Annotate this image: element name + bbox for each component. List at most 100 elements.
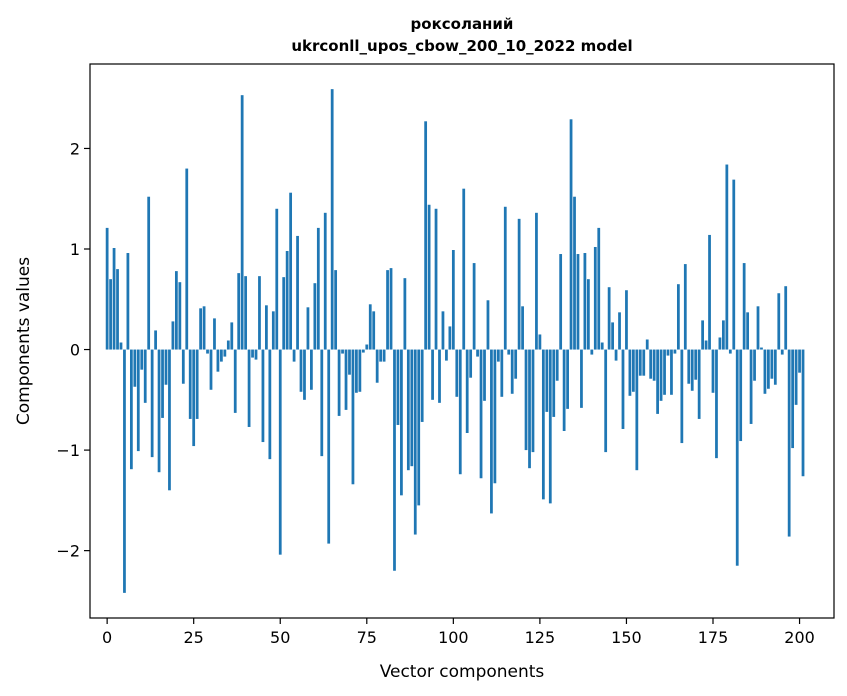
- bar-46: [265, 305, 268, 350]
- bar-60: [313, 283, 317, 350]
- bar-81: [386, 270, 389, 350]
- bar-138: [583, 253, 587, 350]
- bar-92: [424, 121, 428, 350]
- chart-title: роксоланий: [411, 15, 514, 33]
- bar-24: [188, 349, 192, 419]
- x-axis-label: Vector components: [380, 662, 545, 682]
- bar-174: [708, 234, 711, 350]
- chart-subtitle: ukrconll_upos_cbow_200_10_2022 model: [291, 37, 632, 55]
- bar-71: [351, 349, 355, 485]
- bar-188: [756, 306, 760, 350]
- bar-159: [656, 349, 659, 414]
- bar-131: [559, 254, 563, 350]
- bar-14: [154, 330, 157, 350]
- bar-61: [316, 227, 320, 350]
- bar-128: [548, 349, 552, 504]
- bar-135: [573, 196, 576, 350]
- bar-63: [323, 212, 327, 350]
- bar-168: [687, 349, 691, 384]
- bar-134: [569, 119, 573, 350]
- bar-22: [181, 349, 185, 384]
- y-tick-label: −2: [56, 542, 80, 561]
- bar-70: [348, 349, 351, 375]
- bar-62: [320, 349, 324, 457]
- bar-153: [635, 349, 639, 471]
- bar-18: [168, 349, 171, 491]
- bar-122: [528, 349, 531, 469]
- bar-66: [334, 270, 338, 350]
- bar-30: [209, 349, 213, 390]
- bar-25: [192, 349, 196, 447]
- bar-126: [541, 349, 545, 500]
- bar-150: [625, 290, 628, 350]
- bar-91: [420, 349, 424, 422]
- bar-171: [697, 349, 701, 419]
- bar-4: [119, 342, 123, 350]
- bar-3: [116, 269, 119, 350]
- bar-7: [129, 349, 133, 470]
- bar-155: [642, 349, 646, 376]
- bar-79: [379, 349, 383, 362]
- bar-13: [150, 349, 154, 458]
- bar-148: [618, 312, 621, 350]
- bar-94: [431, 349, 434, 400]
- x-tick-label: 125: [525, 628, 556, 647]
- bar-76: [368, 304, 372, 350]
- bar-58: [306, 307, 310, 350]
- x-tick-label: 0: [102, 628, 112, 647]
- bar-149: [621, 349, 625, 429]
- bar-67: [337, 349, 341, 416]
- bar-167: [683, 264, 687, 350]
- bar-51: [282, 277, 286, 350]
- bar-97: [441, 311, 445, 350]
- bar-12: [147, 196, 151, 350]
- bar-8: [133, 349, 137, 387]
- bar-1: [109, 279, 112, 350]
- x-tick-label: 200: [784, 628, 815, 647]
- bar-90: [417, 349, 421, 506]
- bar-116: [507, 349, 511, 355]
- bar-196: [784, 286, 788, 350]
- bar-15: [157, 349, 161, 473]
- bar-105: [469, 349, 473, 378]
- bar-192: [770, 349, 774, 379]
- bar-183: [739, 349, 743, 442]
- bar-163: [670, 349, 673, 395]
- bar-45: [261, 349, 265, 443]
- bar-194: [777, 293, 781, 350]
- bar-59: [310, 349, 313, 390]
- bar-82: [389, 268, 393, 350]
- bar-198: [791, 349, 795, 449]
- y-axis-label: Components values: [14, 257, 34, 425]
- bar-180: [728, 349, 732, 354]
- bar-129: [552, 349, 556, 417]
- bar-20: [174, 271, 178, 350]
- bar-89: [413, 349, 417, 535]
- bar-200: [798, 349, 801, 373]
- bar-21: [178, 282, 182, 350]
- bar-40: [244, 276, 248, 350]
- y-tick-label: 2: [70, 139, 80, 158]
- bar-52: [285, 251, 289, 350]
- bar-19: [171, 321, 175, 350]
- bar-146: [611, 322, 614, 350]
- bar-152: [631, 349, 635, 392]
- bar-95: [434, 208, 438, 350]
- bar-65: [330, 89, 334, 350]
- bar-124: [535, 212, 538, 350]
- bar-2: [112, 248, 116, 350]
- bar-162: [666, 349, 670, 356]
- bar-101: [455, 349, 459, 397]
- bar-184: [742, 263, 746, 350]
- bar-11: [143, 349, 147, 403]
- bar-199: [794, 349, 798, 405]
- bar-27: [199, 308, 202, 350]
- bar-186: [749, 349, 753, 424]
- bar-9: [136, 349, 140, 452]
- bar-178: [722, 320, 725, 350]
- bar-108: [479, 349, 483, 479]
- bar-48: [271, 311, 275, 350]
- bar-42: [251, 349, 254, 358]
- bar-197: [787, 349, 791, 537]
- bar-113: [496, 349, 500, 362]
